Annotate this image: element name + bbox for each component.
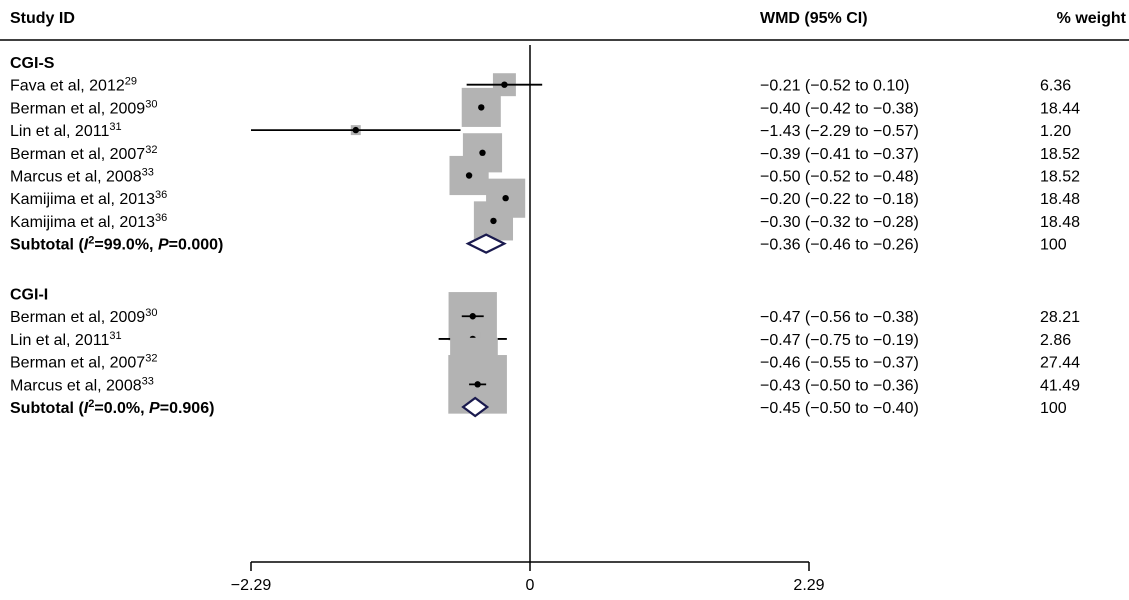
study-ref-superscript: 32	[145, 144, 157, 156]
study-ref-superscript: 33	[142, 375, 154, 387]
study-point-estimate	[352, 126, 359, 134]
study-label: Kamijima et al, 201336	[10, 212, 167, 231]
study-label: Berman et al, 200732	[10, 353, 157, 372]
study-ci-text: −0.47 (−0.75 to −0.19)	[760, 332, 919, 349]
study-ci-text: −0.39 (−0.41 to −0.37)	[760, 146, 919, 163]
study-weight-text: 18.48	[1040, 191, 1080, 208]
subtotal-ci-text: −0.36 (−0.46 to −0.26)	[760, 237, 919, 254]
study-weight-text: 18.48	[1040, 214, 1080, 231]
study-point-estimate	[502, 195, 509, 202]
study-ci-text: −0.21 (−0.52 to 0.10)	[760, 78, 909, 95]
header-weight: % weight	[1057, 10, 1127, 27]
subtotal-label: Subtotal (I2=0.0%, P=0.906)	[10, 398, 214, 417]
study-point-estimate	[479, 149, 486, 156]
study-name-text: Lin et al, 2011	[10, 123, 109, 140]
study-ci-text: −1.43 (−2.29 to −0.57)	[760, 123, 919, 140]
subtotal-diamond	[465, 233, 507, 254]
subtotal-ci-text: −0.45 (−0.50 to −0.40)	[760, 400, 919, 417]
study-point-estimate	[501, 81, 508, 88]
study-name-text: Berman et al, 2009	[10, 309, 145, 326]
subtotal-weight-text: 100	[1040, 400, 1067, 417]
study-label: Lin et al, 201131	[10, 121, 122, 140]
header-study-id: Study ID	[10, 10, 75, 27]
study-point-estimate	[478, 104, 485, 111]
study-weight-text: 41.49	[1040, 377, 1080, 394]
study-label: Lin et al, 201131	[10, 330, 122, 349]
study-label: Berman et al, 200930	[10, 98, 157, 117]
study-ci-text: −0.46 (−0.55 to −0.37)	[760, 355, 919, 372]
study-ci-text: −0.43 (−0.50 to −0.36)	[760, 377, 919, 394]
study-ref-superscript: 29	[125, 76, 137, 88]
header-effect: WMD (95% CI)	[760, 10, 868, 27]
study-label: Berman et al, 200732	[10, 144, 157, 163]
study-point-estimate	[474, 381, 481, 388]
study-ci-text: −0.30 (−0.32 to −0.28)	[760, 214, 919, 231]
study-label: Berman et al, 200930	[10, 307, 157, 326]
study-name-text: Fava et al, 2012	[10, 78, 125, 95]
study-weight-text: 27.44	[1040, 355, 1080, 372]
study-label: Kamijima et al, 201336	[10, 189, 167, 208]
study-point-estimate	[465, 172, 473, 179]
study-name-text: Marcus et al, 2008	[10, 377, 142, 394]
study-name-text: Lin et al, 2011	[10, 332, 109, 349]
study-name-text: Berman et al, 2009	[10, 100, 145, 117]
subtotal-diamond	[461, 396, 490, 418]
study-ref-superscript: 30	[145, 98, 157, 110]
study-weight-text: 18.52	[1040, 146, 1080, 163]
subtotal-weight-text: 100	[1040, 237, 1067, 254]
x-axis-tick-label: 2.29	[793, 577, 824, 594]
subtotal-label: Subtotal (I2=99.0%, P=0.000)	[10, 235, 223, 254]
study-weight-text: 28.21	[1040, 309, 1080, 326]
study-weight-text: 1.20	[1040, 123, 1071, 140]
study-ref-superscript: 36	[155, 189, 167, 201]
study-ref-superscript: 33	[142, 167, 154, 179]
study-ref-superscript: 32	[145, 353, 157, 365]
study-point-estimate	[469, 313, 476, 320]
study-ci-text: −0.40 (−0.42 to −0.38)	[760, 100, 919, 117]
study-label: Marcus et al, 200833	[10, 375, 154, 394]
x-axis-tick-label: 0	[526, 577, 535, 594]
study-name-text: Berman et al, 2007	[10, 355, 145, 372]
study-weight-text: 18.44	[1040, 100, 1080, 117]
x-axis-tick-label: −2.29	[231, 577, 272, 594]
study-ci-text: −0.50 (−0.52 to −0.48)	[760, 169, 919, 186]
group-label-cgi-i: CGI-I	[10, 287, 48, 304]
study-weight-text: 2.86	[1040, 332, 1071, 349]
study-name-text: Berman et al, 2007	[10, 146, 145, 163]
study-name-text: Marcus et al, 2008	[10, 169, 142, 186]
study-label: Marcus et al, 200833	[10, 167, 154, 186]
study-ci-text: −0.47 (−0.56 to −0.38)	[760, 309, 919, 326]
study-ref-superscript: 31	[109, 121, 121, 133]
study-name-text: Kamijima et al, 2013	[10, 191, 155, 208]
study-weight-text: 18.52	[1040, 169, 1080, 186]
group-label-cgi-s: CGI-S	[10, 55, 55, 72]
study-label: Fava et al, 201229	[10, 76, 137, 95]
study-ref-superscript: 30	[145, 307, 157, 319]
study-point-estimate	[490, 217, 497, 225]
study-name-text: Kamijima et al, 2013	[10, 214, 155, 231]
study-ci-text: −0.20 (−0.22 to −0.18)	[760, 191, 919, 208]
study-weight-text: 6.36	[1040, 78, 1071, 95]
study-ref-superscript: 36	[155, 212, 167, 224]
study-ref-superscript: 31	[109, 330, 121, 342]
